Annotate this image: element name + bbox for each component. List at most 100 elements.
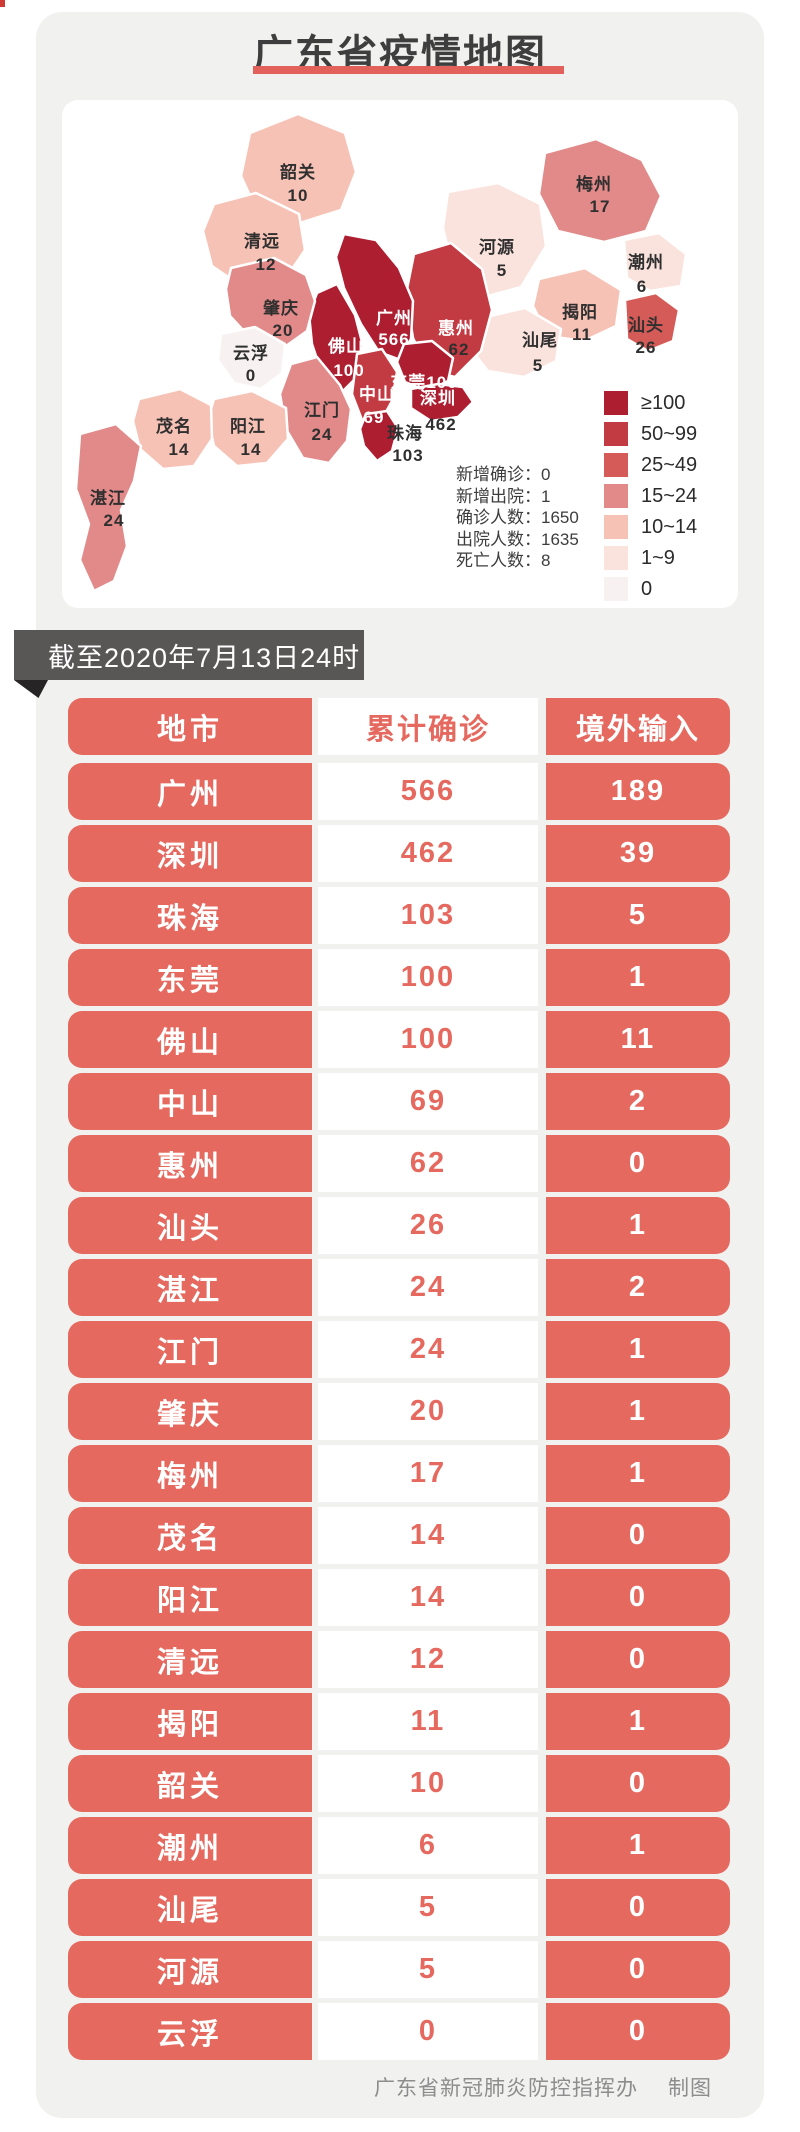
table-confirmed-cell: 10 — [318, 1755, 538, 1812]
map-value-zhaoqing: 20 — [273, 321, 294, 340]
table-imported-cell: 11 — [546, 1011, 730, 1068]
table-imported-cell: 境外输入 — [546, 698, 730, 755]
table-imported-cell: 0 — [546, 1507, 730, 1564]
region-jieyang — [531, 266, 623, 343]
table-row: 惠州 62 0 — [68, 1135, 800, 1192]
map-value-heyuan: 5 — [497, 261, 507, 280]
legend-swatch — [604, 546, 628, 570]
map-label-jiangmen: 江门 — [304, 400, 340, 420]
map-label-meizhou: 梅州 — [576, 174, 612, 194]
legend-label: 50~99 — [641, 422, 698, 445]
table-row: 深圳 462 39 — [68, 825, 800, 882]
table-imported-cell: 39 — [546, 825, 730, 882]
table-city-cell: 深圳 — [68, 825, 312, 882]
map-label-zhanjiang: 湛江 — [90, 488, 126, 508]
table-confirmed-cell: 62 — [318, 1135, 538, 1192]
map-label-zhuhai: 珠海 — [387, 423, 423, 443]
map-label-yunfu: 云浮 — [233, 343, 269, 363]
region-shenzhen — [409, 382, 475, 423]
table-row: 云浮 0 0 — [68, 2003, 800, 2060]
table-confirmed-cell: 462 — [318, 825, 538, 882]
corner-artifact-dot — [0, 0, 5, 7]
footer-credit-label: 制图 — [668, 2077, 712, 2100]
table-imported-cell: 1 — [546, 1693, 730, 1750]
region-chaozhou — [622, 231, 688, 293]
legend-label: 15~24 — [641, 484, 698, 507]
map-label-chaozhou: 潮州 — [628, 252, 664, 272]
map-value-shenzhen: 462 — [425, 415, 456, 434]
table-imported-cell: 0 — [546, 1941, 730, 1998]
map-label-shaoguan: 韶关 — [280, 162, 316, 182]
map-value-shaoguan: 10 — [288, 186, 309, 205]
table-city-cell: 佛山 — [68, 1011, 312, 1068]
table-confirmed-cell: 0 — [318, 2003, 538, 2060]
stat-line: 确诊人数：1650 — [456, 508, 579, 527]
table-confirmed-cell: 累计确诊 — [318, 698, 538, 755]
map-label-yangjiang: 阳江 — [230, 417, 266, 436]
table-confirmed-cell: 26 — [318, 1197, 538, 1254]
table-confirmed-cell: 17 — [318, 1445, 538, 1502]
map-card: 韶关 10 清远 12 河源 5 梅州 17 潮州 6 揭阳 11 汕头 26 … — [62, 100, 738, 608]
legend-label: 10~14 — [641, 515, 698, 538]
table-imported-cell: 1 — [546, 1817, 730, 1874]
table-city-cell: 河源 — [68, 1941, 312, 1998]
legend-item: 10~14 — [604, 515, 697, 539]
legend-item: 15~24 — [604, 484, 697, 508]
region-maoming — [131, 387, 214, 471]
map-value-zhanjiang: 24 — [104, 511, 125, 530]
map-label-jieyang: 揭阳 — [562, 302, 598, 322]
table-confirmed-cell: 14 — [318, 1507, 538, 1564]
table-row: 梅州 17 1 — [68, 1445, 800, 1502]
region-zhuhai — [358, 409, 400, 463]
map-value-foshan: 100 — [333, 361, 364, 380]
date-banner: 截至2020年7月13日24时 — [14, 630, 364, 680]
region-zhaoqing — [224, 256, 317, 348]
map-label-zhongshan: 中山 — [359, 384, 395, 404]
table-row: 阳江 14 0 — [68, 1569, 800, 1626]
dongguan-value: 100 — [426, 373, 457, 392]
table-row: 汕尾 5 0 — [68, 1879, 800, 1936]
table-city-cell: 茂名 — [68, 1507, 312, 1564]
table-city-cell: 汕尾 — [68, 1879, 312, 1936]
table-row: 肇庆 20 1 — [68, 1383, 800, 1440]
legend-label: ≥100 — [641, 391, 686, 414]
legend-item: 50~99 — [604, 422, 697, 446]
table-row: 揭阳 11 1 — [68, 1693, 800, 1750]
table-city-cell: 潮州 — [68, 1817, 312, 1874]
table-city-cell: 阳江 — [68, 1569, 312, 1626]
table-city-cell: 中山 — [68, 1073, 312, 1130]
table-confirmed-cell: 24 — [318, 1321, 538, 1378]
table-city-cell: 汕头 — [68, 1197, 312, 1254]
table-city-cell: 地市 — [68, 698, 312, 755]
table-row: 湛江 24 2 — [68, 1259, 800, 1316]
map-label-zhaoqing: 肇庆 — [263, 298, 299, 318]
table-confirmed-cell: 14 — [318, 1569, 538, 1626]
map-label-dongguan: 东莞100 — [390, 372, 457, 392]
table-confirmed-cell: 5 — [318, 1941, 538, 1998]
legend-swatch — [604, 391, 628, 415]
map-label-guangzhou: 广州 — [376, 308, 412, 328]
stat-line: 新增出院：1 — [456, 486, 551, 506]
table-row: 中山 69 2 — [68, 1073, 800, 1130]
table-row: 江门 24 1 — [68, 1321, 800, 1378]
table-confirmed-cell: 11 — [318, 1693, 538, 1750]
city-table: 地市 累计确诊 境外输入 广州 566 189 深圳 462 39 珠海 103… — [0, 698, 800, 2065]
table-header-row: 地市 累计确诊 境外输入 — [68, 698, 800, 755]
table-row: 汕头 26 1 — [68, 1197, 800, 1254]
table-confirmed-cell: 566 — [318, 763, 538, 820]
dongguan-name: 东莞 — [390, 372, 426, 392]
table-row: 潮州 6 1 — [68, 1817, 800, 1874]
table-imported-cell: 0 — [546, 1569, 730, 1626]
table-row: 珠海 103 5 — [68, 887, 800, 944]
table-imported-cell: 5 — [546, 887, 730, 944]
table-row: 茂名 14 0 — [68, 1507, 800, 1564]
table-imported-cell: 2 — [546, 1073, 730, 1130]
table-confirmed-cell: 24 — [318, 1259, 538, 1316]
table-row: 佛山 100 11 — [68, 1011, 800, 1068]
table-row: 东莞 100 1 — [68, 949, 800, 1006]
table-city-cell: 东莞 — [68, 949, 312, 1006]
legend-item: 0 — [604, 577, 697, 601]
table-confirmed-cell: 100 — [318, 949, 538, 1006]
map-label-qingyuan: 清远 — [244, 231, 280, 251]
region-yunfu — [216, 325, 287, 391]
